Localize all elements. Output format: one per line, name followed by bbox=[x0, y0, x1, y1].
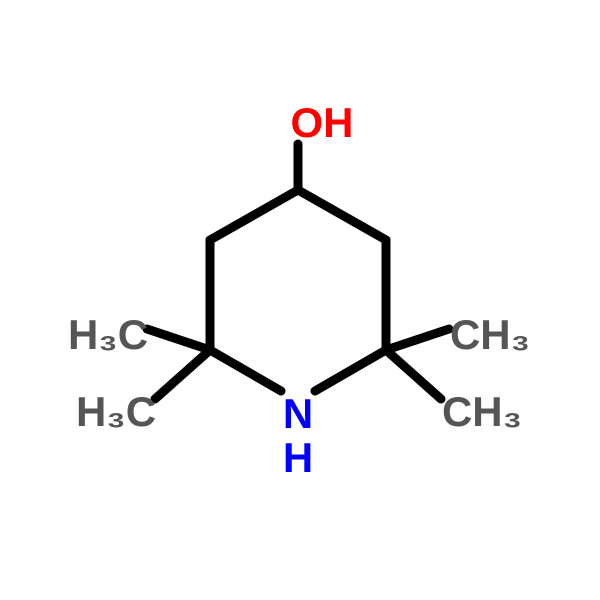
atom-label-ch3-bl: H₃C bbox=[76, 388, 156, 436]
atom-label-ch3-tl: H₃C bbox=[68, 311, 148, 359]
atom-label-oh: OH bbox=[291, 99, 354, 147]
atom-label-nh-h: H bbox=[283, 434, 313, 482]
atom-label-nh: N bbox=[283, 390, 313, 438]
atom-label-ch3-br: CH₃ bbox=[442, 388, 522, 436]
atom-label-ch3-tr: CH₃ bbox=[450, 311, 530, 359]
molecule-diagram bbox=[0, 0, 600, 600]
